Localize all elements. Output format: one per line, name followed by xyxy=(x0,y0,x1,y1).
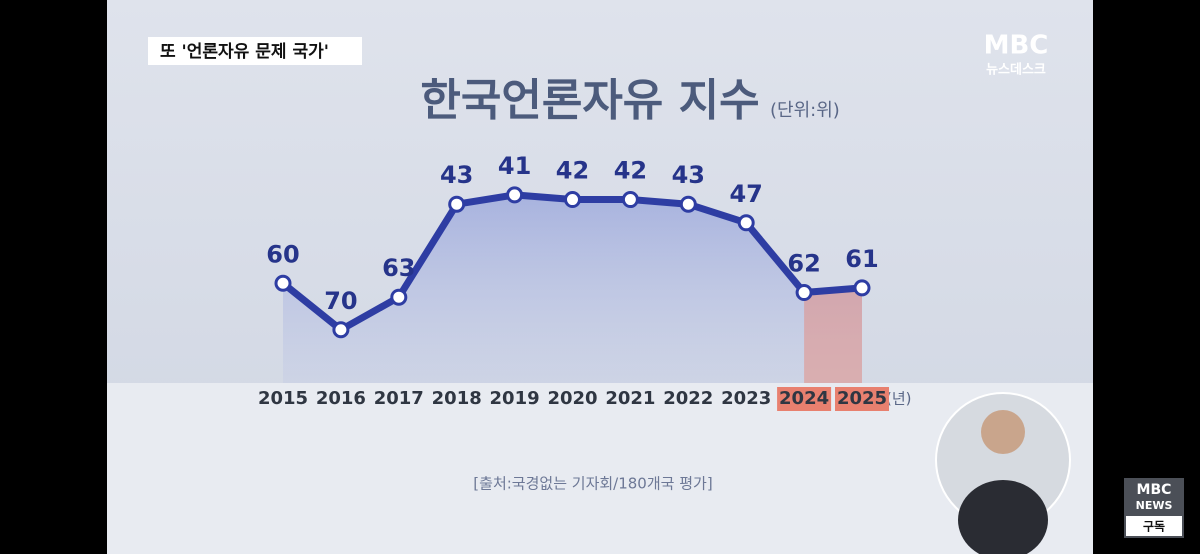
plot: 60 70 63 43 41 42 42 43 47 62 61 2015 2016 2017 2018 20… xyxy=(258,152,889,411)
point xyxy=(506,186,524,204)
caption: 또 '언론자유 문제 국가' xyxy=(160,42,329,62)
interpreter-body xyxy=(958,480,1048,554)
chart-title: 한국언론자유 지수 xyxy=(420,75,759,126)
point xyxy=(332,321,350,339)
value-label: 43 xyxy=(672,161,705,189)
value-label: 63 xyxy=(382,254,415,282)
value-label: 60 xyxy=(266,240,299,268)
point xyxy=(274,274,292,292)
highlight-area xyxy=(804,287,862,383)
x-tick-label: 2023 xyxy=(721,388,771,409)
value-label: 62 xyxy=(787,250,820,278)
point xyxy=(679,195,697,213)
x-tick-label: 2017 xyxy=(374,388,424,409)
category-highlight xyxy=(777,387,832,411)
point xyxy=(853,279,871,297)
x-tick-label: 2019 xyxy=(490,388,540,409)
x-tick-label: 2022 xyxy=(663,388,713,409)
unit: (단위:위) xyxy=(770,100,840,121)
logo-bottom: 뉴스데스크 xyxy=(986,63,1046,78)
x-tick-label: 2018 xyxy=(432,388,482,409)
value-label: 43 xyxy=(440,161,473,189)
x-unit: (년) xyxy=(886,390,912,408)
category-highlight xyxy=(835,387,889,411)
x-tick-label: 2024 xyxy=(779,388,829,409)
subscribe-button[interactable] xyxy=(1126,516,1182,536)
x-tick-label: 2020 xyxy=(547,388,597,409)
point xyxy=(390,288,408,306)
value-label: 42 xyxy=(614,157,647,185)
point xyxy=(564,191,581,209)
corner-logo-top: MBC xyxy=(1137,482,1172,498)
subscribe-label[interactable]: 구독 xyxy=(1143,520,1165,534)
value-label: 42 xyxy=(556,157,589,185)
caption-box xyxy=(148,37,362,65)
value-label: 70 xyxy=(324,287,357,315)
corner-logo-middle: NEWS xyxy=(1136,499,1173,512)
x-tick-label: 2015 xyxy=(258,388,308,409)
source: [출처:국경없는 기자회/180개국 평가] xyxy=(473,475,712,493)
interpreter-head xyxy=(981,410,1025,454)
x-tick-label: 2021 xyxy=(605,388,655,409)
logo-top: MBC xyxy=(984,31,1049,61)
x-tick-label: 2025 xyxy=(837,388,887,409)
value-label: 47 xyxy=(729,180,762,208)
value-label: 61 xyxy=(845,245,878,273)
point xyxy=(621,191,639,209)
area xyxy=(283,194,862,383)
point xyxy=(448,195,466,213)
floor xyxy=(107,383,1093,554)
value-label: 41 xyxy=(498,152,531,180)
point xyxy=(737,214,755,232)
point xyxy=(795,284,813,302)
x-tick-label: 2016 xyxy=(316,388,366,409)
